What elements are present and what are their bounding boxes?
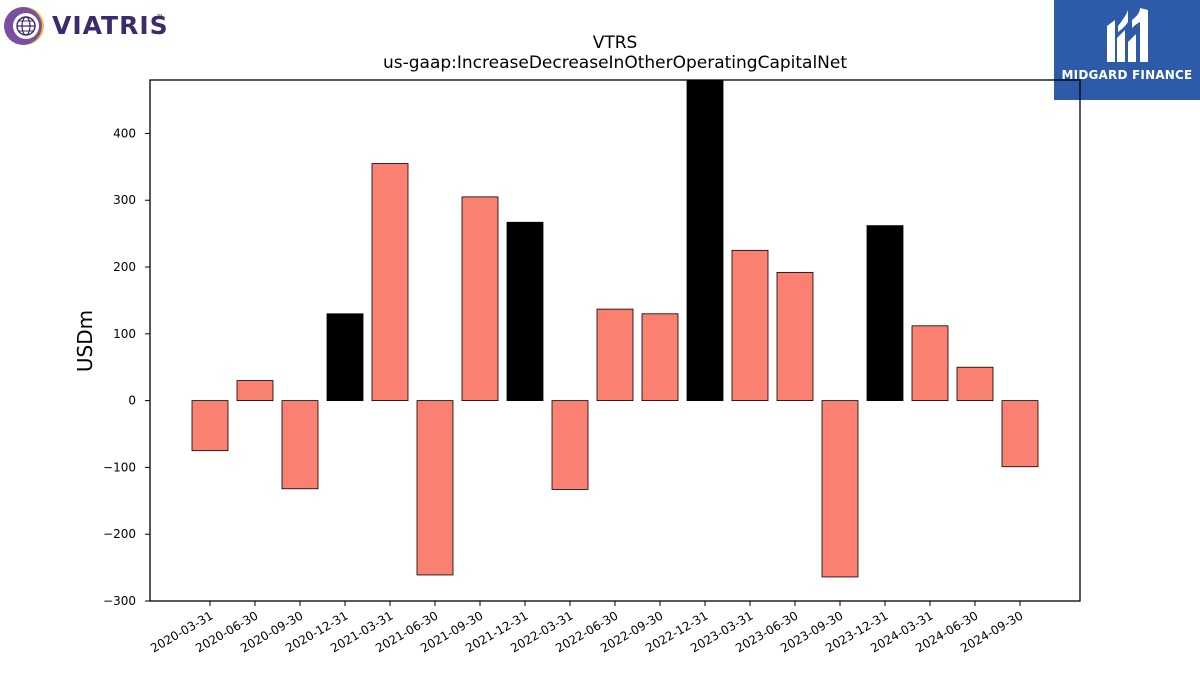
midgard-finance-logo: MIDGARD FINANCE <box>1054 0 1200 100</box>
bar-2020-03-31 <box>191 400 229 452</box>
bar-2023-06-30 <box>776 271 814 402</box>
midgard-emblem-icon <box>1107 8 1148 62</box>
bar-2024-03-31 <box>911 325 949 402</box>
bar-2022-12-31 <box>686 79 724 402</box>
bar-2021-03-31 <box>371 163 409 402</box>
viatris-logo: VIATRIS ™ <box>4 4 174 48</box>
bar-2024-06-30 <box>956 366 994 402</box>
bar-2023-09-30 <box>821 400 859 578</box>
bars-layer <box>191 79 1039 578</box>
bar-2022-09-30 <box>641 313 679 402</box>
bar-2020-09-30 <box>281 400 319 490</box>
y-tick-label: −300 <box>103 594 136 608</box>
bar-2023-03-31 <box>731 249 769 402</box>
y-axis-label: USDm <box>73 310 97 372</box>
bar-2021-09-30 <box>461 196 499 402</box>
bar-2024-09-30 <box>1001 400 1039 468</box>
bar-2022-06-30 <box>596 308 634 402</box>
viatris-wordmark: VIATRIS <box>52 11 169 40</box>
y-tick-label: 400 <box>113 126 136 140</box>
bar-2021-12-31 <box>506 221 544 402</box>
x-axis-ticks: 2020-03-312020-06-302020-09-302020-12-31… <box>148 601 1026 655</box>
plot-frame <box>149 79 1081 602</box>
y-tick-label: 100 <box>113 327 136 341</box>
y-tick-label: 200 <box>113 260 136 274</box>
y-tick-label: 300 <box>113 193 136 207</box>
midgard-wordmark: MIDGARD FINANCE <box>1061 68 1193 82</box>
y-tick-label: −200 <box>103 527 136 541</box>
bar-2022-03-31 <box>551 400 589 490</box>
chart-subtitle: us-gaap:IncreaseDecreaseInOtherOperating… <box>383 53 847 73</box>
bar-2023-12-31 <box>866 225 904 402</box>
chart-title: VTRS <box>593 33 638 53</box>
y-axis-ticks: −300 −200 −100 0 100 200 300 400 <box>103 126 150 608</box>
y-tick-label: −100 <box>103 460 136 474</box>
bar-2020-12-31 <box>326 313 364 402</box>
viatris-globe-icon <box>4 7 44 45</box>
bar-2020-06-30 <box>236 380 274 402</box>
y-tick-label: 0 <box>128 394 136 408</box>
bar-2021-06-30 <box>416 400 454 576</box>
trademark-symbol: ™ <box>156 13 164 22</box>
